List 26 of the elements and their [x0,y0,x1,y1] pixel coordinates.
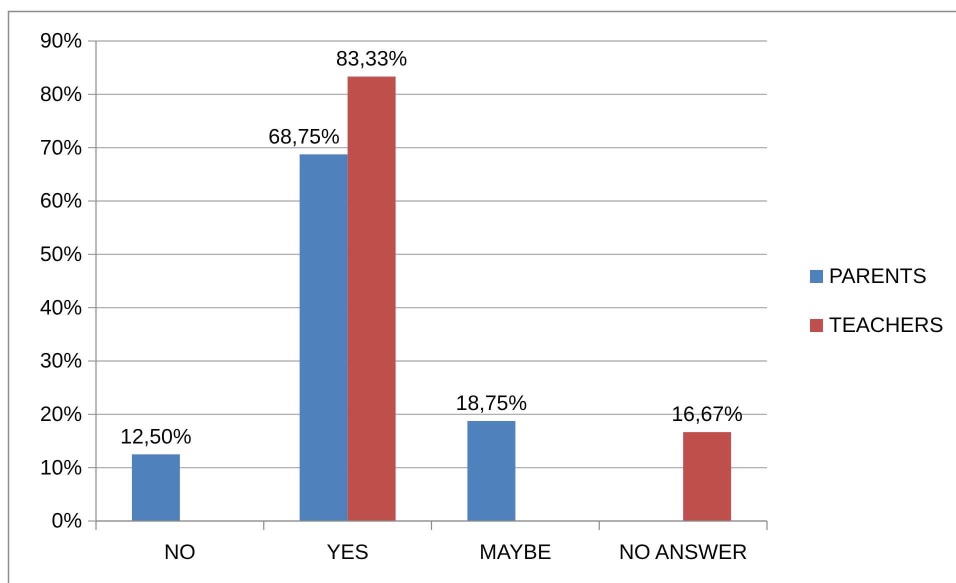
data-label: 12,50% [120,425,192,448]
x-tick-label: NO ANSWER [618,541,748,564]
y-tick-label: 50% [40,243,82,266]
y-tick-label: 80% [40,83,82,106]
legend-label: PARENTS [829,265,927,288]
y-tick-label: 90% [40,30,82,53]
y-tick-label: 0% [52,510,82,533]
y-tick-label: 40% [40,296,82,320]
y-tick-label: 20% [40,403,82,426]
data-label: 68,75% [268,125,340,148]
data-label: 16,67% [671,403,743,426]
bar [683,432,732,521]
bar [300,154,348,521]
bar [132,454,180,521]
x-tick-label: MAYBE [479,541,552,564]
y-tick-label: 30% [40,350,82,373]
x-tick-label: YES [326,541,369,564]
y-tick-label: 70% [40,136,82,160]
bar [348,76,396,521]
y-tick-label: 60% [40,190,82,213]
legend-label: TEACHERS [829,314,944,337]
data-label: 83,33% [336,48,408,71]
data-label: 18,75% [456,392,528,415]
y-tick-label: 10% [40,456,82,480]
x-tick-label: NO [164,541,196,564]
bar [467,421,516,521]
